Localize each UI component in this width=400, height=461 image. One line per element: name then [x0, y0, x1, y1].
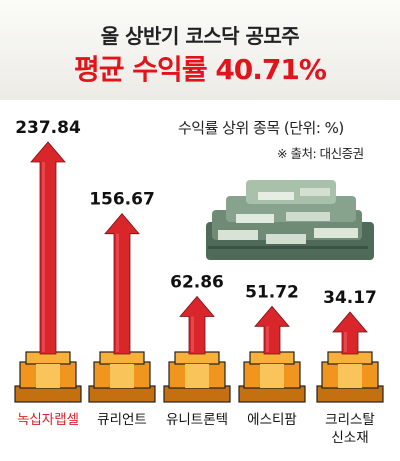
category-label: 에스티팜 — [247, 412, 297, 428]
chart-subtitle: 수익률 상위 종목 (단위: %) — [178, 119, 344, 137]
chart-title: 올 상반기 코스닥 공모주 — [100, 24, 300, 48]
pedestal-shine — [110, 364, 134, 388]
category-label: 녹십자랩셀 — [17, 412, 79, 428]
category-label: 크리스탈 — [325, 412, 375, 428]
header-band — [0, 0, 400, 100]
pedestal — [14, 351, 82, 403]
data-label: 237.84 — [15, 118, 81, 138]
data-label: 156.67 — [89, 190, 155, 210]
chart-headline: 평균 수익률 40.71% — [74, 53, 327, 86]
pedestal-shine — [36, 364, 60, 388]
data-label: 62.86 — [170, 272, 224, 292]
bar-arrow — [30, 141, 66, 355]
data-label: 51.72 — [245, 282, 299, 302]
bar-arrow — [179, 295, 215, 355]
bar-arrow — [104, 213, 140, 355]
pedestal — [238, 351, 306, 403]
pedestal-shine — [260, 364, 284, 388]
data-label: 34.17 — [323, 288, 377, 308]
pedestal — [163, 351, 231, 403]
money-pile-icon — [206, 180, 374, 260]
pedestal-shine — [185, 364, 209, 388]
pedestal — [88, 351, 156, 403]
category-label: 큐리언트 — [97, 412, 147, 428]
pedestal-shine — [338, 364, 362, 388]
pedestal — [316, 351, 384, 403]
category-label: 신소재 — [331, 430, 368, 446]
bar-arrow — [332, 311, 368, 355]
source-note: ※ 출처: 대신증권 — [277, 146, 364, 161]
category-label: 유니트론텍 — [166, 412, 228, 428]
bar-arrow — [254, 305, 290, 355]
